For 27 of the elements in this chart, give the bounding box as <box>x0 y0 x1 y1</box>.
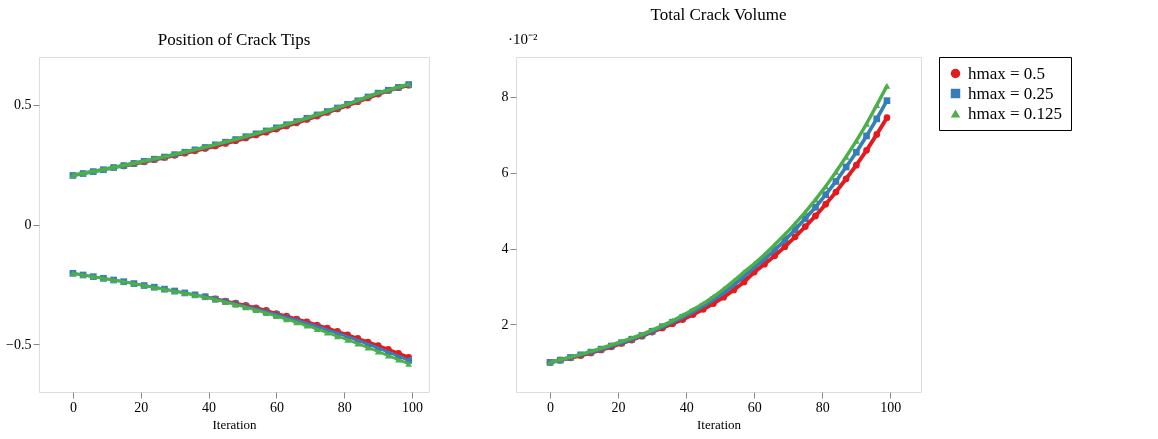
x-tick-label: 40 <box>202 399 217 415</box>
x-axis-title: Iteration <box>212 416 258 432</box>
y-tick-label: 6 <box>501 165 509 181</box>
y-tick-label: 2 <box>501 316 509 332</box>
x-tick-label: 40 <box>679 399 694 415</box>
x-tick-label: 60 <box>269 399 284 415</box>
x-tick-label: 80 <box>815 399 830 415</box>
chart-title: Position of Crack Tips <box>157 30 311 49</box>
y-tick-label: 0.5 <box>14 97 32 113</box>
x-tick-label: 100 <box>880 399 902 415</box>
legend-label: hmax = 0.25 <box>968 83 1054 103</box>
x-tick-label: 0 <box>547 399 555 415</box>
x-tick-label: 20 <box>611 399 626 415</box>
y-tick-label: 8 <box>501 89 509 105</box>
x-tick-label: 20 <box>134 399 149 415</box>
x-tick-label: 60 <box>747 399 762 415</box>
y-tick-label: −0.5 <box>6 336 32 352</box>
x-tick-label: 0 <box>69 399 77 415</box>
y-tick-label: 4 <box>501 241 509 257</box>
x-tick-label: 100 <box>402 399 424 415</box>
x-axis-title: Iteration <box>696 416 742 432</box>
x-tick-label: 80 <box>337 399 352 415</box>
chart-title: Total Crack Volume <box>650 5 787 24</box>
legend-label: hmax = 0.5 <box>968 63 1046 83</box>
legend-label: hmax = 0.125 <box>968 103 1063 123</box>
text: ·10⁻² <box>508 31 538 47</box>
y-tick-label: 0 <box>24 217 32 232</box>
